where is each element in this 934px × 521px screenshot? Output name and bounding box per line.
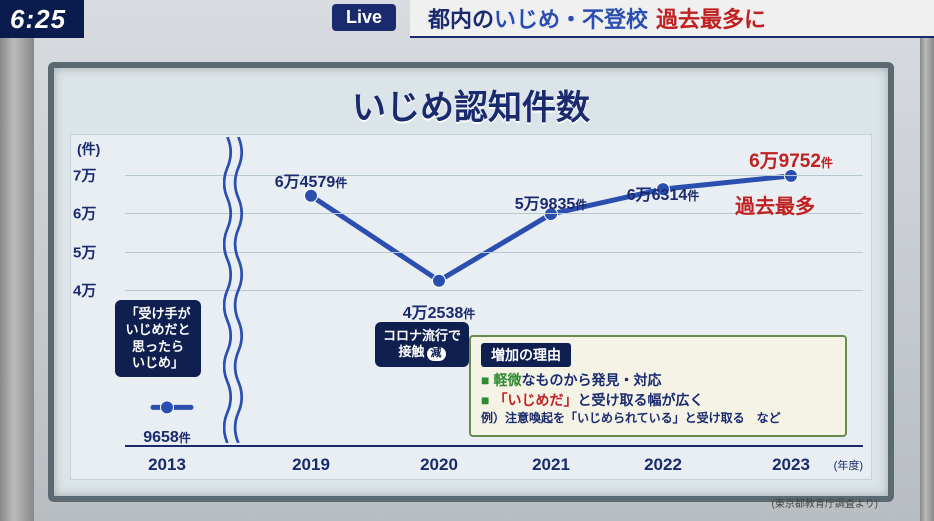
chart-title: いじめ認知件数 <box>54 68 888 137</box>
headline-red: 過去最多に <box>656 2 766 34</box>
data-point-label: 6万6314件 <box>627 181 700 205</box>
tv-frame-left <box>0 38 34 521</box>
clock: 6:25 <box>0 0 84 38</box>
x-tick-label: 2021 <box>532 455 570 475</box>
reason-line-1: ■軽微なものから発見・対応 <box>481 371 835 391</box>
data-point-label: 6万4579件 <box>275 168 348 192</box>
note-2013: 「受け手がいじめだと思ったらいじめ」 <box>115 300 201 377</box>
reason-box: 増加の理由 ■軽微なものから発見・対応■「いじめだ」と受け取る幅が広く例）注意喚起… <box>469 335 847 437</box>
chart-attribution: (東京都教育庁調査より) <box>772 495 878 510</box>
reason-title: 増加の理由 <box>481 343 571 367</box>
note-2020-corona: コロナ流行で接触減 <box>375 322 469 367</box>
peak-badge: 過去最多 <box>735 190 815 219</box>
tv-frame-right <box>920 38 934 521</box>
data-point-label: 5万9835件 <box>515 190 588 214</box>
y-tick-label: 7万 <box>73 164 96 185</box>
headline-pre: 都内の <box>428 2 494 34</box>
x-tick-label: 2019 <box>292 455 330 475</box>
y-tick-label: 4万 <box>73 280 96 301</box>
x-tick-label: 2013 <box>148 455 186 475</box>
data-point-label: 9658件 <box>143 429 191 447</box>
x-tick-label: 2020 <box>420 455 458 475</box>
y-tick-label: 5万 <box>73 241 96 262</box>
y-tick-label: 6万 <box>73 203 96 224</box>
live-badge: Live <box>332 4 396 31</box>
reason-sub: 例）注意喚起を「いじめられている」と受け取る など <box>481 410 835 427</box>
x-tick-label: 2023 <box>772 455 810 475</box>
chart-area: (件) (年度) 4万5万6万7万20132019202020212022202… <box>70 134 872 480</box>
x-axis-baseline <box>125 445 863 447</box>
x-tick-label: 2022 <box>644 455 682 475</box>
chart-board: いじめ認知件数 (件) (年度) 4万5万6万7万201320192020202… <box>48 62 894 502</box>
data-point-label: 4万2538件 <box>403 299 476 323</box>
headline-banner: 都内の いじめ・不登校 過去最多に <box>410 0 934 38</box>
reason-line-2: ■「いじめだ」と受け取る幅が広く <box>481 391 835 411</box>
axis-break-icon <box>223 137 245 443</box>
headline-blue: いじめ・不登校 <box>494 2 648 34</box>
data-point-label: 6万9752件 <box>749 146 833 173</box>
